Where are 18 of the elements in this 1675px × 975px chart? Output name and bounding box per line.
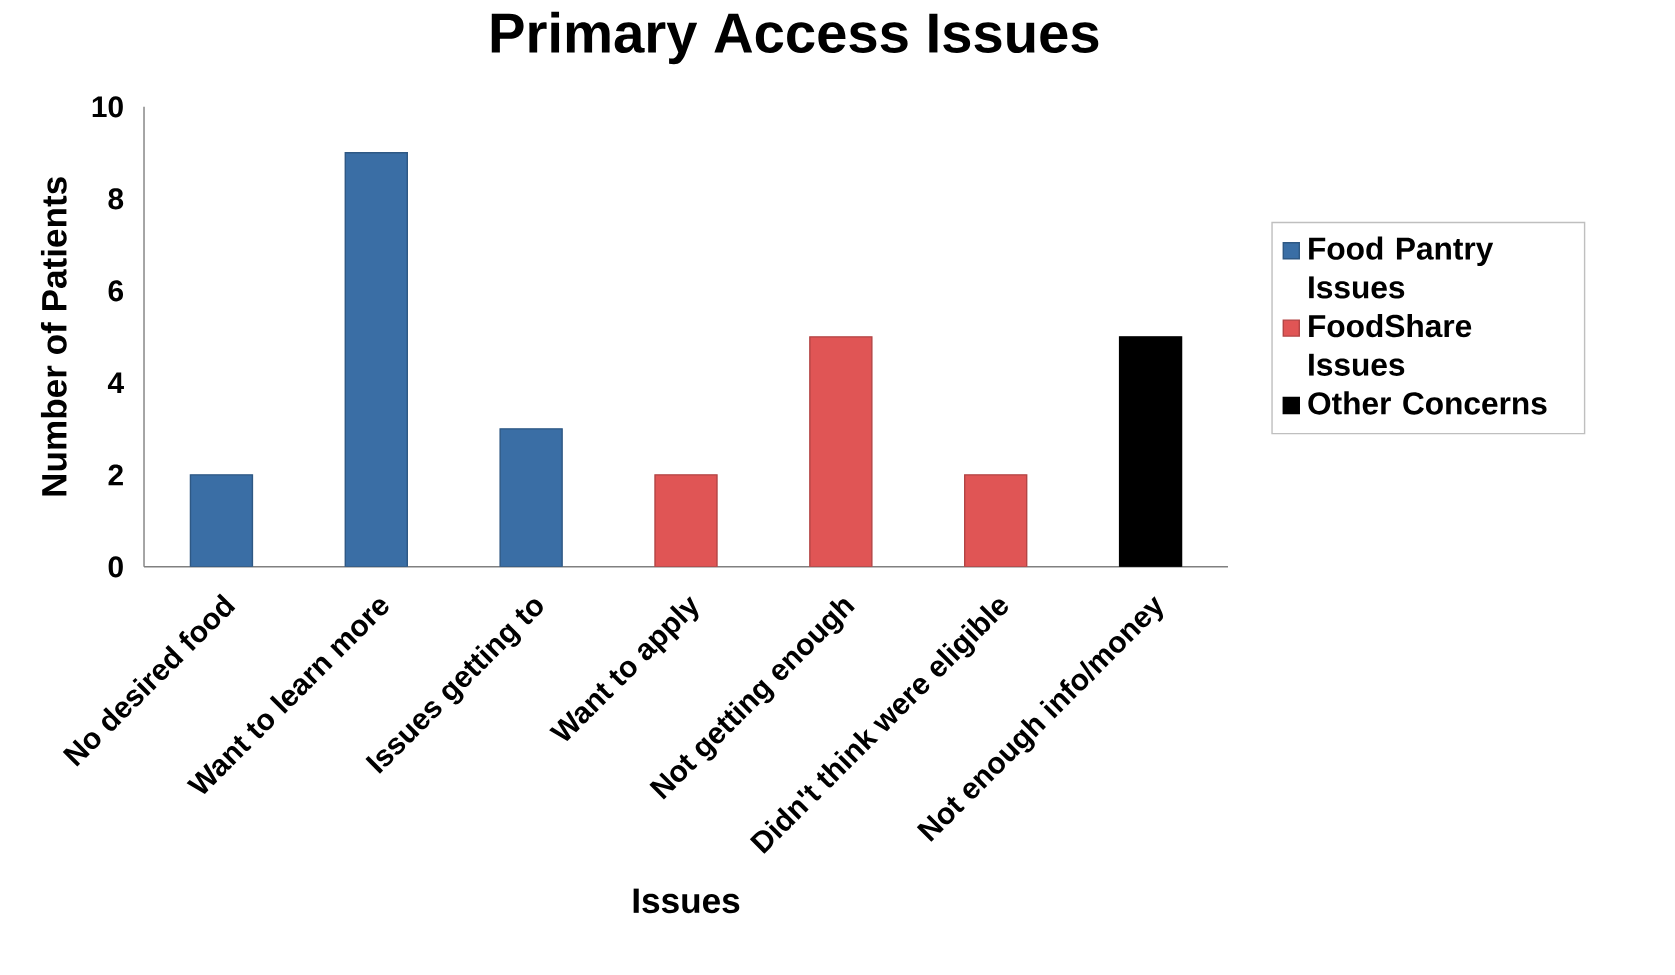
y-tick-label: 2: [108, 464, 123, 486]
bar: [344, 152, 408, 567]
bar: [189, 474, 254, 567]
legend-label: Other Concerns: [1308, 391, 1547, 415]
legend-label: Food Pantry Issues: [1309, 236, 1494, 299]
y-tick-label: 4: [107, 372, 124, 394]
x-axis-title: Issues: [633, 888, 740, 914]
y-tick-label: 8: [108, 188, 124, 210]
y-tick-label: 0: [108, 556, 123, 578]
chart-title: Primary Access Issues: [491, 11, 1099, 65]
bar: [654, 474, 718, 567]
y-tick-label: 10: [92, 96, 123, 118]
bar: [809, 336, 873, 567]
legend-label: FoodShare Issues: [1309, 314, 1472, 376]
bar: [963, 474, 1028, 567]
y-axis-title: Number of Patients: [40, 177, 67, 496]
y-tick-label: 6: [108, 280, 124, 302]
bar: [499, 428, 563, 567]
